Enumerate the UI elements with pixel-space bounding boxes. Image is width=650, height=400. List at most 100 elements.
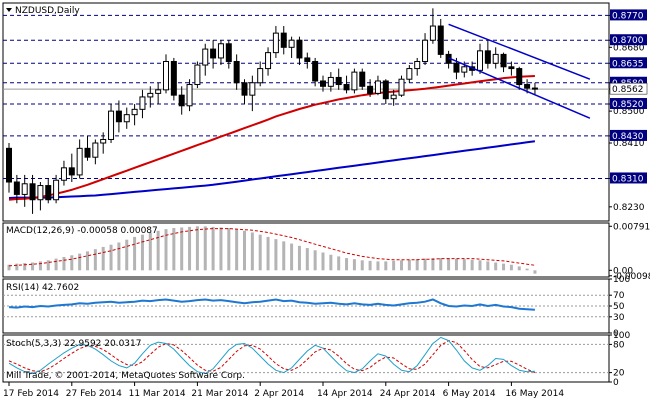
macd-bar	[478, 260, 482, 271]
macd-bar	[38, 261, 42, 271]
stoch-d-path	[8, 340, 536, 374]
candle-up	[194, 64, 201, 86]
key-level-label: 0.8430	[612, 132, 644, 142]
macd-bar	[329, 254, 333, 271]
macd-bar	[7, 264, 11, 271]
current-price-label: 0.8562	[612, 85, 644, 95]
key-level-box	[610, 129, 647, 141]
macd-bar	[321, 252, 325, 271]
macd-bar	[235, 229, 239, 271]
macd-bar	[368, 260, 372, 271]
watermark: Mill Trade, © 2001-2014, MetaQuotes Soft…	[6, 371, 245, 381]
key-level-label: 0.8770	[612, 11, 644, 21]
macd-bar	[282, 241, 286, 271]
rsi-panel	[2, 278, 610, 334]
price-panel	[2, 2, 610, 222]
macd-bar	[494, 262, 498, 271]
candle-down	[359, 71, 366, 87]
moving-averages	[8, 75, 536, 201]
candle-up	[265, 52, 272, 70]
candle-up	[272, 32, 279, 54]
candle-up	[131, 108, 138, 116]
key-level-box	[610, 76, 647, 88]
macd-bar	[313, 250, 317, 271]
dropdown-triangle-icon[interactable]	[6, 8, 12, 12]
time-tick-label: 11 Mar 2014	[129, 389, 186, 399]
macd-bar	[337, 256, 341, 271]
candle-up	[217, 43, 224, 59]
time-tick-label: 27 Feb 2014	[66, 389, 122, 399]
candle-down	[382, 80, 389, 100]
macd-bar	[188, 226, 192, 271]
macd-bar	[78, 253, 82, 271]
macd-bar	[62, 256, 66, 271]
macd-axis: 0.00791 0.00-0.00098	[609, 222, 650, 282]
title-label: NZDUSD,Daily	[6, 6, 80, 16]
macd-bar	[266, 236, 270, 271]
macd-bar	[195, 226, 199, 271]
candle-down	[508, 66, 515, 70]
macd-bar	[525, 268, 529, 271]
macd-bar	[117, 242, 121, 271]
candle-up	[186, 84, 193, 107]
candle-up	[92, 142, 99, 158]
macd-bar	[486, 261, 490, 271]
candle-up	[429, 25, 436, 41]
macd-bar	[352, 259, 356, 271]
key-level-box	[610, 57, 647, 69]
macd-bar	[250, 232, 254, 271]
candle-up	[249, 82, 256, 96]
candle-down	[280, 32, 287, 48]
macd-bar	[290, 243, 294, 271]
macd-bar	[502, 263, 506, 271]
candle-down	[296, 39, 303, 59]
macd-bar	[180, 227, 184, 271]
macd-bar	[46, 260, 50, 271]
macd-bar	[431, 258, 435, 271]
macd-bar	[297, 245, 301, 271]
key-level-box	[610, 9, 647, 21]
candle-up	[351, 71, 358, 91]
stoch-lines	[8, 336, 536, 375]
macd-bar	[15, 263, 19, 271]
candle-down	[115, 110, 122, 123]
sma-red-line	[8, 75, 535, 201]
stoch-levels	[3, 343, 609, 374]
candle-down	[13, 181, 20, 195]
candle-down	[500, 53, 507, 68]
macd-histogram	[7, 226, 537, 274]
macd-bar	[533, 270, 537, 274]
macd-bar	[517, 266, 521, 271]
channel-line	[448, 23, 591, 80]
candle-down	[484, 50, 491, 64]
candle-up	[288, 39, 295, 48]
candle-down	[531, 87, 538, 90]
macd-bar	[360, 260, 364, 271]
candle-down	[241, 82, 248, 96]
candle-down	[210, 48, 217, 59]
macd-bar	[109, 244, 113, 271]
candle-up	[123, 114, 130, 123]
macd-tick-label: -0.00098	[613, 272, 650, 282]
macd-bar	[470, 259, 474, 271]
price-axis: 0.87700.87000.86800.86350.85800.85620.85…	[609, 9, 648, 213]
candle-down	[367, 85, 374, 94]
stoch-label: Stoch(5,3,3) 22.9592 20.0317	[6, 339, 141, 349]
macd-bar	[140, 234, 144, 271]
candle-up	[390, 94, 397, 100]
price-tick-label: 0.8680	[613, 43, 645, 53]
macd-signal-line	[8, 228, 535, 267]
key-level-box	[610, 98, 647, 110]
macd-tick-label: 0.00	[613, 266, 633, 276]
candle-down	[516, 68, 523, 86]
macd-bar	[31, 262, 35, 271]
stoch-tick-label: 20	[613, 369, 625, 379]
candle-down	[312, 60, 319, 82]
macd-bar	[454, 258, 458, 271]
price-tick-label: 0.8230	[613, 203, 645, 213]
candle-up	[100, 138, 107, 144]
candle-down	[453, 62, 460, 73]
candle-down	[343, 84, 350, 91]
candle-down	[6, 147, 12, 183]
